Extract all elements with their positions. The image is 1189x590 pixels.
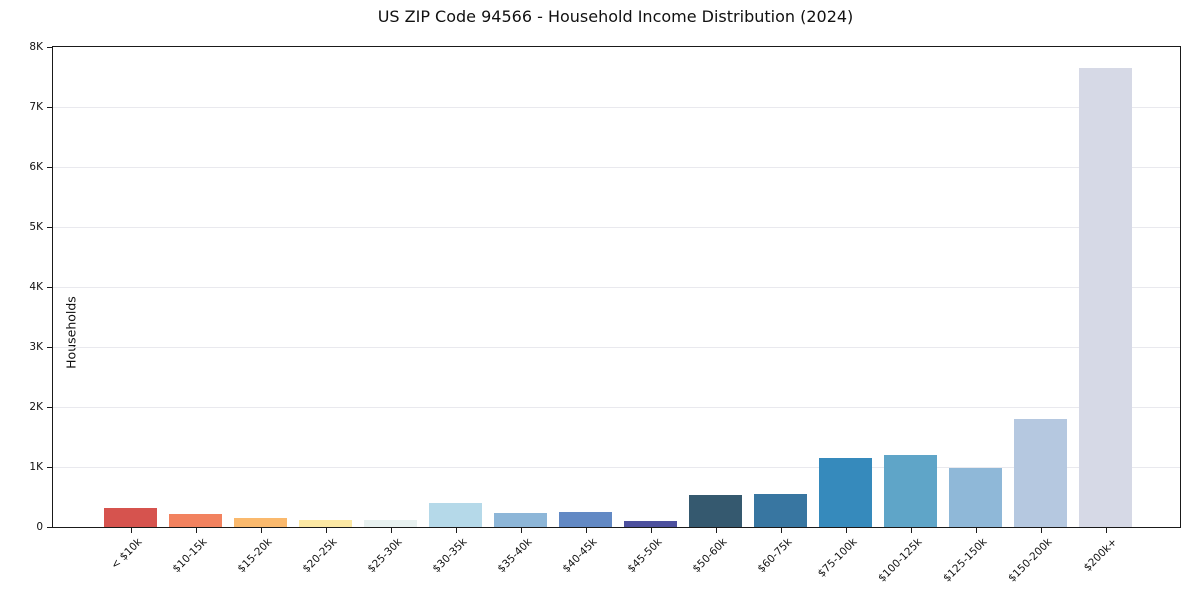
x-tick-label: $75-100k	[815, 536, 859, 580]
gridline	[53, 167, 1180, 168]
x-tick-label: $100-125k	[875, 536, 924, 585]
y-tick-mark	[47, 346, 53, 348]
x-tick-label: $20-25k	[299, 536, 339, 576]
x-tick-label: $45-50k	[624, 536, 664, 576]
y-tick-label: 0	[36, 520, 43, 533]
x-tick-label: $40-45k	[559, 536, 599, 576]
y-tick-mark	[47, 226, 53, 228]
x-tick-label: $10-15k	[169, 536, 209, 576]
chart-title: US ZIP Code 94566 - Household Income Dis…	[377, 7, 854, 26]
bar-$40-45k	[559, 512, 612, 527]
y-tick-label: 6K	[29, 160, 43, 173]
bar-$10-15k	[169, 513, 222, 527]
x-tick-mark	[1040, 527, 1042, 533]
bar-$200k+	[1079, 68, 1132, 527]
bar-$15-20k	[234, 518, 287, 527]
x-tick-label: $25-30k	[364, 536, 404, 576]
gridline	[53, 347, 1180, 348]
x-tick-mark	[520, 527, 522, 533]
y-tick-label: 5K	[29, 220, 43, 233]
y-tick-mark	[47, 166, 53, 168]
y-tick-mark	[47, 466, 53, 468]
y-tick-label: 7K	[29, 100, 43, 113]
bar-$25-30k	[364, 519, 417, 527]
y-tick-mark	[47, 286, 53, 288]
y-tick-label: 4K	[29, 280, 43, 293]
x-tick-mark	[195, 527, 197, 533]
y-tick-mark	[47, 406, 53, 408]
x-tick-mark	[325, 527, 327, 533]
gridline	[53, 107, 1180, 108]
x-tick-mark	[455, 527, 457, 533]
gridline	[53, 227, 1180, 228]
x-tick-label: $60-75k	[754, 536, 794, 576]
x-tick-mark	[130, 527, 132, 533]
bar-$35-40k	[494, 513, 547, 527]
x-tick-mark	[585, 527, 587, 533]
x-tick-label: $50-60k	[689, 536, 729, 576]
y-axis-label: Households	[63, 296, 79, 369]
x-tick-mark	[1105, 527, 1107, 533]
x-tick-mark	[390, 527, 392, 533]
y-tick-label: 3K	[29, 340, 43, 353]
y-tick-mark	[47, 46, 53, 48]
bar-$50-60k	[689, 495, 742, 527]
x-tick-label: $200k+	[1081, 536, 1119, 574]
bar-$20-25k	[299, 520, 352, 527]
gridline	[53, 467, 1180, 468]
x-tick-mark	[845, 527, 847, 533]
y-tick-label: 2K	[29, 400, 43, 413]
bar-$30-35k	[429, 503, 482, 527]
plot-area: Households 0 1K 2K 3K 4K 5K 6K 7K 8K < $10k $10-15…	[29, 41, 1181, 585]
x-tick-label: < $10k	[108, 536, 144, 572]
y-tick-mark	[47, 526, 53, 528]
x-tick-label: $150-200k	[1005, 536, 1054, 585]
gridline	[53, 407, 1180, 408]
y-tick-label: 1K	[29, 460, 43, 473]
x-tick-mark	[975, 527, 977, 533]
x-tick-label: $15-20k	[234, 536, 274, 576]
bar-$150-200k	[1014, 419, 1067, 527]
bar-$60-75k	[754, 494, 807, 527]
bar-$125-150k	[949, 468, 1002, 527]
x-tick-mark	[780, 527, 782, 533]
x-tick-label: $30-35k	[429, 536, 469, 576]
gridline	[53, 287, 1180, 288]
x-tick-label: $35-40k	[494, 536, 534, 576]
bar-< $10k	[104, 507, 157, 527]
y-tick-label: 8K	[29, 40, 43, 53]
bar-$75-100k	[819, 458, 872, 527]
x-tick-mark	[910, 527, 912, 533]
y-tick-mark	[47, 106, 53, 108]
bar-$100-125k	[884, 455, 937, 527]
x-tick-mark	[650, 527, 652, 533]
x-tick-mark	[260, 527, 262, 533]
x-tick-label: $125-150k	[940, 536, 989, 585]
x-tick-mark	[715, 527, 717, 533]
bar-$45-50k	[624, 521, 677, 527]
